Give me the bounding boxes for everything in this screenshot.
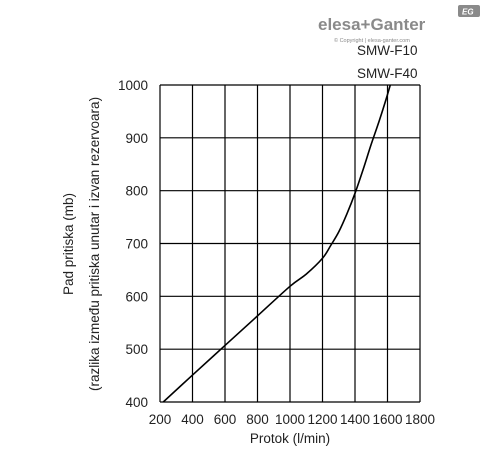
- brand-name: elesa+Ganter: [318, 15, 426, 34]
- brand-logo: elesa+Ganter © Copyright | elesa-ganter.…: [318, 5, 480, 44]
- x-tick-label: 400: [181, 412, 204, 427]
- x-axis-title: Protok (l/min): [250, 431, 330, 446]
- y-tick-label: 900: [125, 131, 148, 146]
- y-tick-label: 600: [125, 289, 148, 304]
- x-tick-label: 1200: [307, 412, 337, 427]
- x-tick-label: 1400: [340, 412, 370, 427]
- y-tick-label: 700: [125, 237, 148, 252]
- y-tick-label: 1000: [118, 78, 148, 93]
- x-tick-label: 800: [246, 412, 269, 427]
- brand-copyright: © Copyright | elesa-ganter.com: [334, 37, 410, 44]
- plot-area: [162, 85, 392, 402]
- series-line-0: [162, 85, 392, 402]
- x-tick-label: 1800: [405, 412, 435, 427]
- y-tick-label: 800: [125, 184, 148, 199]
- series-label-smw-f10: SMW-F10: [357, 43, 418, 58]
- grid: [159, 84, 421, 403]
- x-tick-label: 200: [149, 412, 172, 427]
- x-tick-label: 1600: [372, 412, 402, 427]
- y-tick-label: 500: [125, 342, 148, 357]
- series-label-smw-f40: SMW-F40: [357, 66, 418, 81]
- y-axis-subtitle: (razlika između pritiska unutar i izvan …: [87, 97, 102, 391]
- brand-badge: [458, 5, 480, 17]
- brand-badge-text: EG: [462, 8, 474, 17]
- y-axis-title: Pad pritiska (mb): [61, 193, 76, 295]
- x-tick-label: 600: [214, 412, 237, 427]
- y-tick-label: 400: [125, 395, 148, 410]
- tick-labels: 200 400 600 800 1000 1200 1400 1600 180040050060…: [118, 78, 435, 427]
- x-tick-label: 1000: [275, 412, 305, 427]
